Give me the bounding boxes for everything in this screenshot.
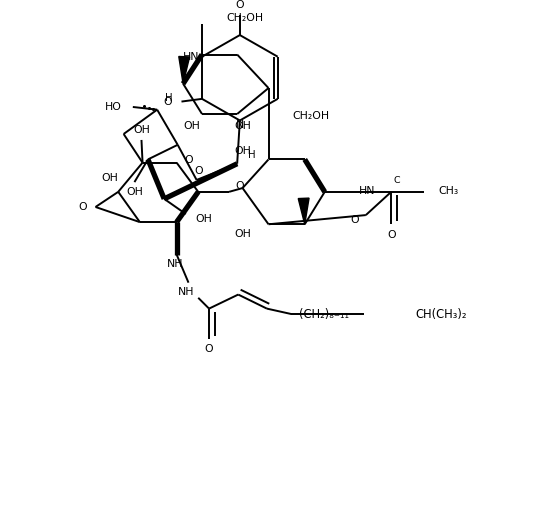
Text: C: C — [394, 176, 400, 185]
Text: OH: OH — [133, 125, 150, 135]
Text: CH₂OH: CH₂OH — [293, 111, 330, 121]
Text: (CH₂)₈₋₁₁: (CH₂)₈₋₁₁ — [299, 308, 349, 321]
Text: OH: OH — [102, 173, 119, 183]
Text: CH(CH₃)₂: CH(CH₃)₂ — [416, 308, 467, 321]
Text: O: O — [184, 155, 193, 165]
Text: O: O — [351, 216, 359, 226]
Text: OH: OH — [234, 121, 251, 131]
Text: OH: OH — [234, 146, 251, 157]
Text: H: H — [165, 93, 173, 103]
Polygon shape — [298, 198, 309, 224]
Text: O: O — [235, 181, 244, 191]
Text: HN: HN — [359, 186, 376, 196]
Text: OH: OH — [195, 215, 212, 224]
Text: O: O — [195, 166, 203, 176]
Text: O: O — [235, 1, 244, 10]
Text: OH: OH — [126, 187, 143, 197]
Text: N: N — [236, 121, 244, 130]
Text: O: O — [78, 202, 87, 212]
Text: CH₂OH: CH₂OH — [227, 13, 263, 23]
Text: O: O — [205, 344, 213, 354]
Text: NH: NH — [178, 287, 194, 297]
Text: OH: OH — [234, 229, 251, 239]
Text: O: O — [387, 230, 395, 240]
Text: H: H — [249, 149, 256, 160]
Text: OH: OH — [184, 121, 201, 131]
Text: HO: HO — [105, 102, 122, 112]
Text: O: O — [164, 96, 172, 107]
Text: CH₃: CH₃ — [439, 186, 459, 196]
Text: NH: NH — [167, 259, 184, 269]
Polygon shape — [179, 57, 190, 84]
Text: HN: HN — [183, 52, 199, 62]
